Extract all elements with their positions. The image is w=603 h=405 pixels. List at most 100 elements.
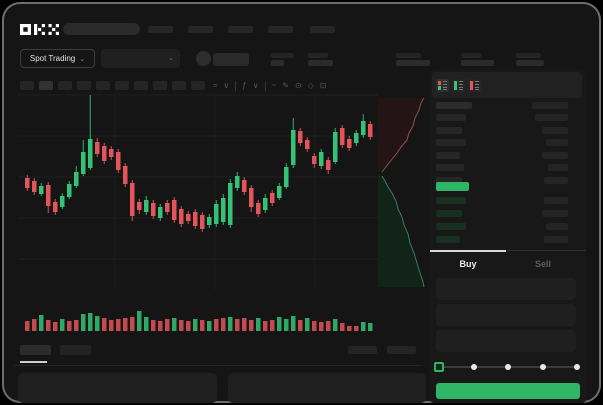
icon-line xyxy=(443,87,447,88)
nav-item[interactable] xyxy=(268,26,293,33)
bid-row[interactable] xyxy=(430,210,580,218)
caret-down-icon[interactable]: ∨ xyxy=(223,81,230,90)
amount-placeholder xyxy=(546,223,568,230)
ask-row[interactable] xyxy=(430,126,580,135)
timeframe-button[interactable] xyxy=(77,81,91,90)
chart-tool-icons: ≈ ∨ ƒ ∨ ~ ✎ ⊙ ◇ ⊡ xyxy=(210,80,330,92)
icon-block xyxy=(438,81,441,85)
active-tab-underline xyxy=(20,361,47,363)
search-input[interactable] xyxy=(63,23,140,35)
indicator-icon[interactable]: ƒ xyxy=(242,81,247,90)
market-type-label: Spot Trading xyxy=(29,54,76,63)
order-book-header xyxy=(432,72,582,98)
timeframe-button[interactable] xyxy=(20,81,34,90)
icon-line xyxy=(475,84,479,85)
slider-handle[interactable] xyxy=(434,362,444,372)
icon-line xyxy=(475,81,479,82)
settings-icon[interactable]: ◇ xyxy=(307,81,314,90)
ask-row[interactable] xyxy=(430,164,580,172)
timeframe-button[interactable] xyxy=(39,81,53,90)
order-book-panel: Buy Sell xyxy=(430,70,586,403)
caret-down-icon[interactable]: ∨ xyxy=(252,81,259,90)
amount-placeholder xyxy=(535,114,568,121)
book-bids-icon[interactable] xyxy=(452,79,465,92)
stat-label-placeholder xyxy=(308,53,328,58)
nav-item[interactable] xyxy=(228,26,253,33)
orders-table-placeholder xyxy=(18,373,217,403)
bottom-divider xyxy=(14,365,422,366)
order-input[interactable] xyxy=(436,278,576,300)
tab-buy[interactable]: Buy xyxy=(459,259,477,269)
price-placeholder xyxy=(436,223,466,230)
pair-dropdown[interactable]: ⌄ xyxy=(101,49,180,68)
orders-table-placeholder xyxy=(228,373,426,403)
icon-line xyxy=(459,87,463,88)
amount-placeholder xyxy=(544,176,568,184)
timeframe-button[interactable] xyxy=(172,81,186,90)
price-placeholder xyxy=(436,236,460,243)
price-placeholder xyxy=(436,197,466,204)
ask-row[interactable] xyxy=(430,176,580,185)
amount-placeholder xyxy=(542,151,568,159)
nav-item[interactable] xyxy=(188,26,213,33)
icon-line xyxy=(443,89,447,90)
orders-action-placeholder[interactable] xyxy=(387,346,416,354)
tab-sell[interactable]: Sell xyxy=(534,259,551,269)
icon-line xyxy=(475,87,479,88)
orders-tab[interactable] xyxy=(60,345,91,355)
book-view-toggles xyxy=(436,79,481,92)
order-input[interactable] xyxy=(436,330,576,352)
stat-value-placeholder xyxy=(461,60,494,66)
amount-placeholder xyxy=(542,210,568,217)
price-placeholder xyxy=(436,151,460,159)
stat-label-placeholder xyxy=(396,53,421,58)
slider-stop[interactable] xyxy=(470,364,477,370)
slider-stop[interactable] xyxy=(539,364,546,370)
stat-label-placeholder xyxy=(461,53,481,58)
buy-submit-button[interactable] xyxy=(436,383,580,399)
icon-line xyxy=(443,84,447,85)
orders-action-placeholder[interactable] xyxy=(348,346,377,354)
line-tool-icon[interactable]: ~ xyxy=(271,81,277,90)
timeframe-button[interactable] xyxy=(191,81,205,90)
ask-row[interactable] xyxy=(430,114,580,122)
bid-row[interactable] xyxy=(430,236,580,244)
nav-item[interactable] xyxy=(310,26,335,33)
icon-block xyxy=(470,81,473,90)
draw-icon[interactable]: ✎ xyxy=(282,81,289,90)
ask-row[interactable] xyxy=(430,139,580,147)
order-input[interactable] xyxy=(436,304,576,326)
bid-row[interactable] xyxy=(430,223,580,231)
wave-icon[interactable]: ≈ xyxy=(213,81,218,90)
market-type-selector[interactable]: Spot Trading ⌄ xyxy=(20,49,95,68)
timeframe-button[interactable] xyxy=(96,81,110,90)
last-price-pill[interactable] xyxy=(436,182,469,191)
stat-value-placeholder xyxy=(308,60,333,66)
chevron-down-icon: ⌄ xyxy=(168,55,174,62)
book-asks-icon[interactable] xyxy=(468,79,481,92)
amount-placeholder xyxy=(532,102,568,109)
icon-line xyxy=(459,89,463,90)
price-placeholder xyxy=(436,210,462,217)
amount-placeholder xyxy=(542,126,568,134)
nav-item[interactable] xyxy=(148,26,173,33)
fullscreen-icon[interactable]: ⊡ xyxy=(319,81,327,90)
camera-icon[interactable]: ⊙ xyxy=(294,81,302,90)
icon-block xyxy=(454,81,457,90)
book-both-icon[interactable] xyxy=(436,79,449,92)
timeframe-button[interactable] xyxy=(153,81,167,90)
slider-stop[interactable] xyxy=(505,364,511,370)
timeframe-button[interactable] xyxy=(58,81,72,90)
okx-logo xyxy=(20,24,59,35)
bid-row[interactable] xyxy=(430,197,580,205)
book-column-headers[interactable] xyxy=(430,102,580,110)
timeframe-button[interactable] xyxy=(115,81,129,90)
icon-line xyxy=(475,89,479,90)
orders-tab[interactable] xyxy=(20,345,51,355)
timeframe-button[interactable] xyxy=(134,81,148,90)
slider-stop[interactable] xyxy=(574,364,580,370)
stat-label-placeholder xyxy=(271,53,294,58)
icon-block xyxy=(438,86,441,90)
ask-row[interactable] xyxy=(430,151,580,160)
coin-icon xyxy=(196,51,211,66)
